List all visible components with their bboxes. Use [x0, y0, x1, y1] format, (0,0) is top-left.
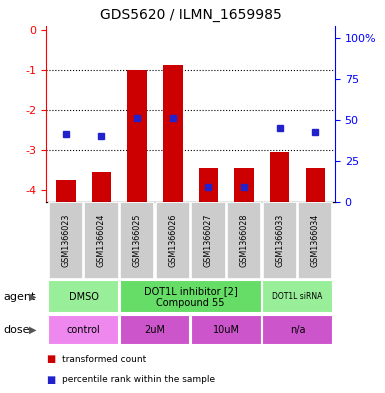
Bar [56, 180, 75, 202]
Bar [163, 65, 182, 202]
Bar [298, 202, 333, 279]
Text: percentile rank within the sample: percentile rank within the sample [62, 375, 215, 384]
Text: DOT1L inhibitor [2]
Compound 55: DOT1L inhibitor [2] Compound 55 [144, 286, 238, 307]
Text: ■: ■ [46, 375, 55, 385]
Bar [306, 168, 325, 202]
Bar [156, 202, 190, 279]
Bar [120, 202, 154, 279]
Text: n/a: n/a [290, 325, 305, 335]
Bar [49, 315, 119, 345]
Bar [127, 70, 147, 202]
Text: GSM1366023: GSM1366023 [61, 214, 70, 267]
Bar [120, 315, 190, 345]
Text: GSM1366028: GSM1366028 [239, 214, 249, 267]
Bar [49, 202, 83, 279]
Bar [262, 280, 333, 313]
Bar [49, 280, 119, 313]
Text: GSM1366027: GSM1366027 [204, 214, 213, 268]
Bar [234, 168, 254, 202]
Text: DOT1L siRNA: DOT1L siRNA [272, 292, 323, 301]
Text: ▶: ▶ [29, 292, 36, 302]
Text: transformed count: transformed count [62, 354, 146, 364]
Text: DMSO: DMSO [69, 292, 99, 302]
Text: GSM1366024: GSM1366024 [97, 214, 106, 267]
Bar [120, 280, 261, 313]
Bar [191, 202, 226, 279]
Text: 2uM: 2uM [144, 325, 166, 335]
Text: GSM1366033: GSM1366033 [275, 214, 284, 267]
Bar [263, 202, 297, 279]
Bar [262, 315, 333, 345]
Bar [191, 315, 261, 345]
Text: 10uM: 10uM [213, 325, 240, 335]
Bar [92, 172, 111, 202]
Text: ■: ■ [46, 354, 55, 364]
Bar [199, 168, 218, 202]
Text: GSM1366025: GSM1366025 [132, 214, 142, 268]
Bar [270, 152, 290, 202]
Text: GSM1366026: GSM1366026 [168, 214, 177, 267]
Title: GDS5620 / ILMN_1659985: GDS5620 / ILMN_1659985 [100, 8, 281, 22]
Text: ▶: ▶ [29, 325, 36, 335]
Text: agent: agent [4, 292, 36, 302]
Bar [227, 202, 261, 279]
Text: dose: dose [4, 325, 30, 335]
Text: control: control [67, 325, 100, 335]
Text: GSM1366034: GSM1366034 [311, 214, 320, 267]
Bar [84, 202, 119, 279]
